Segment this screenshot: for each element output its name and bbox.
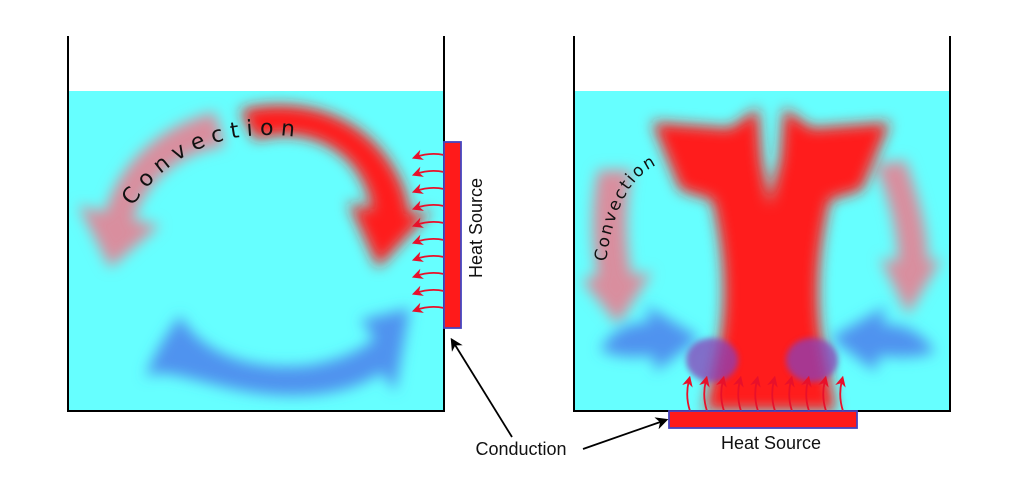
left-container: Heat Source Convection (67, 36, 486, 412)
conduction-arrow (750, 375, 761, 412)
conduction-pointer-right (582, 417, 669, 450)
left-conduction-arrows (411, 149, 445, 313)
right-cooling-flow-arrow-right (875, 160, 942, 315)
left-cooling-flow-arrow (78, 112, 225, 268)
conduction-arrow (699, 375, 710, 412)
right-conduction-arrows (682, 375, 846, 412)
right-cooling-flow-arrow-left (582, 170, 652, 325)
conduction-label: Conduction (475, 439, 566, 459)
conduction-arrow (411, 268, 445, 279)
left-cold-flow-arrow (145, 308, 410, 396)
conduction-arrow (835, 375, 846, 412)
conduction-pointer-left (450, 337, 513, 438)
conduction-arrow (682, 375, 693, 412)
conduction-arrow (801, 375, 812, 412)
right-heat-source-label: Heat Source (721, 433, 821, 453)
conduction-arrow (411, 149, 445, 160)
conduction-arrow (733, 375, 744, 412)
right-mixing-zone-right (786, 338, 838, 382)
right-heat-source (668, 410, 858, 429)
conduction-arrow (784, 375, 795, 412)
right-container: Heat Source Convection (573, 36, 951, 453)
right-mixing-zone-left (686, 338, 738, 382)
conduction-arrow (411, 166, 445, 177)
conduction-arrow (411, 200, 445, 211)
left-heat-source (443, 141, 462, 329)
conduction-arrow (411, 183, 445, 194)
left-convection-flows (78, 105, 432, 396)
conduction-arrow (411, 285, 445, 296)
conduction-arrow (411, 251, 445, 262)
right-convection-flows (582, 108, 942, 411)
left-hot-flow-arrow (240, 105, 432, 268)
conduction-arrow (411, 217, 445, 228)
right-cold-flow-arrow-right (830, 306, 935, 372)
right-hot-plume (652, 108, 890, 411)
conduction-arrow (716, 375, 727, 412)
conduction-arrow (767, 375, 778, 412)
conduction-arrow (411, 302, 445, 313)
conduction-arrow (818, 375, 829, 412)
conduction-callout: Conduction (450, 337, 669, 459)
left-heat-source-label: Heat Source (466, 178, 486, 278)
conduction-arrow (411, 234, 445, 245)
right-cold-flow-arrow-left (600, 305, 700, 372)
